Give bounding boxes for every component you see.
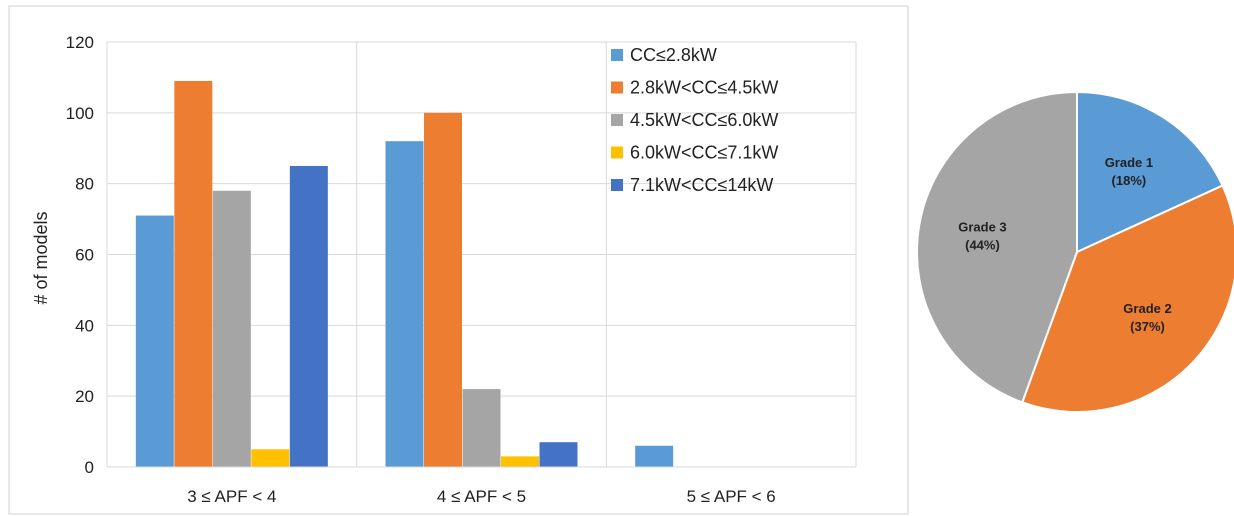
bar — [501, 456, 539, 467]
bar — [135, 215, 174, 467]
pie-label: Grade 2 — [1123, 301, 1171, 316]
legend-swatch — [611, 146, 623, 159]
legend-label: 2.8kW<CC≤4.5kW — [630, 78, 778, 98]
legend-swatch — [611, 49, 623, 61]
legend-label: 6.0kW<CC≤7.1kW — [630, 143, 778, 163]
legend-label: 7.1kW<CC≤14kW — [630, 175, 773, 195]
y-tick-label: 80 — [75, 175, 94, 194]
pie-slice — [1020, 184, 1234, 413]
bar — [212, 190, 251, 467]
legend-label: CC≤2.8kW — [630, 45, 717, 65]
pie-label: Grade 1 — [1105, 155, 1153, 170]
y-tick-label: 60 — [75, 246, 94, 265]
bar — [385, 141, 424, 467]
pie-percent-label: (37%) — [1130, 319, 1165, 334]
x-axis-ticks: 3 ≤ APF < 4 4 ≤ APF < 5 5 ≤ APF < 6 — [187, 487, 776, 506]
y-tick-label: 0 — [85, 458, 94, 477]
bar — [424, 112, 462, 467]
legend-swatch — [611, 114, 623, 126]
pie-label: Grade 3 — [958, 219, 1006, 234]
bar — [174, 80, 213, 467]
legend-label: 4.5kW<CC≤6.0kW — [630, 110, 778, 130]
pie-slice — [1076, 90, 1224, 254]
y-tick-label: 40 — [75, 316, 94, 335]
bar — [251, 449, 290, 467]
bar — [539, 442, 578, 467]
pie-slice — [916, 90, 1078, 404]
y-axis-label: # of models — [31, 211, 51, 304]
bars — [107, 80, 856, 468]
pie-percent-label: (18%) — [1112, 173, 1147, 188]
x-tick-label: 3 ≤ APF < 4 — [187, 487, 276, 506]
x-tick-label: 5 ≤ APF < 6 — [687, 487, 776, 506]
pie-chart: Grade 1 (18%) Grade 2 (37%) Grade 3 (44%) — [916, 90, 1234, 413]
legend: CC≤2.8kW 2.8kW<CC≤4.5kW 4.5kW<CC≤6.0kW 6.0k… — [611, 45, 778, 195]
x-tick-label: 4 ≤ APF < 5 — [437, 487, 526, 506]
y-tick-label: 20 — [75, 387, 94, 406]
bar-chart-frame — [8, 5, 909, 515]
y-tick-label: 100 — [66, 104, 94, 123]
legend-swatch — [611, 81, 623, 94]
bar — [635, 445, 674, 467]
pie-percent-label: (44%) — [965, 237, 1000, 252]
y-axis-ticks: 0 20 40 60 80 100 120 — [66, 33, 94, 477]
bar — [289, 165, 328, 468]
bar — [462, 389, 501, 467]
y-tick-label: 120 — [66, 33, 94, 52]
legend-swatch — [611, 179, 623, 191]
